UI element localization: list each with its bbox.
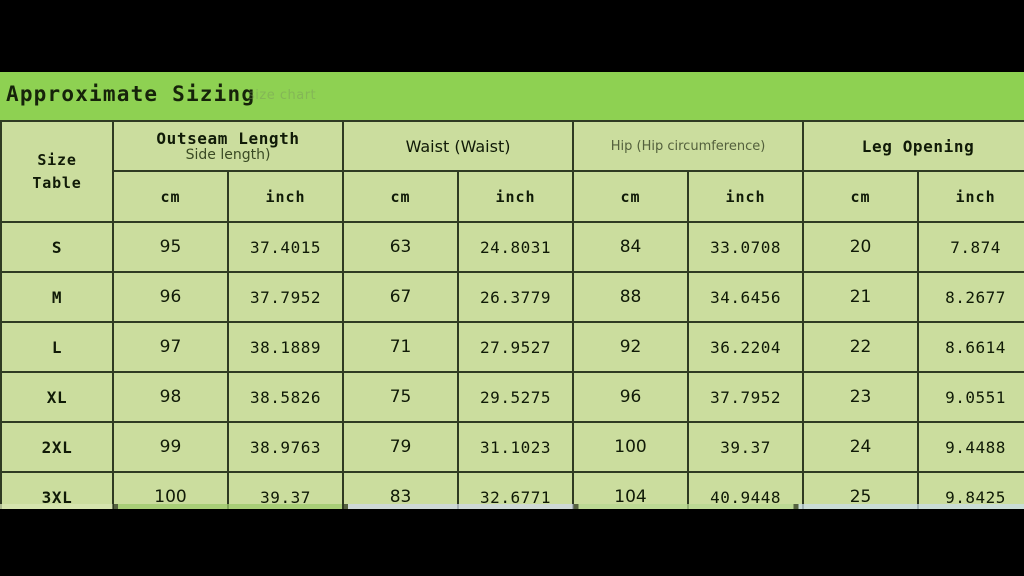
- cell-outseam-cm: 99: [112, 421, 229, 473]
- cell-leg-inch: 8.6614: [917, 321, 1024, 373]
- group-label-leg-opening: Leg Opening: [861, 136, 975, 156]
- group-label-outseam-length: Outseam Length: [156, 129, 300, 148]
- cell-waist-cm: 71: [342, 321, 460, 373]
- cell-waist-inch: 26.3779: [457, 271, 575, 323]
- cell-hip-inch: 37.7952: [687, 371, 805, 423]
- sizing-table: Size Table Outseam Length Side length) W…: [0, 120, 1024, 509]
- cell-hip-cm: 96: [572, 371, 690, 423]
- cell-outseam-cm: 98: [112, 371, 229, 423]
- cell-outseam-inch: 37.4015: [226, 221, 345, 273]
- row-size-label: M: [0, 271, 114, 323]
- cell-hip-inch: 39.37: [687, 421, 805, 473]
- cell-outseam-cm: 96: [112, 271, 229, 323]
- title-watermark-text: size chart: [248, 88, 317, 103]
- cell-waist-cm: 67: [342, 271, 460, 323]
- sizing-chart-image: Approximate Sizing size chart Size Table…: [0, 72, 1024, 509]
- cell-hip-inch: 36.2204: [687, 321, 805, 373]
- column-group-hip: Hip (Hip circumference): [572, 120, 805, 172]
- cell-leg-cm: 23: [802, 371, 920, 423]
- unit-header-outseam-cm: cm: [112, 170, 229, 223]
- cell-waist-inch: 24.8031: [457, 221, 575, 273]
- page-title: Approximate Sizing: [6, 82, 256, 106]
- cell-leg-cm: 25: [802, 471, 920, 509]
- cell-hip-cm: 100: [572, 421, 690, 473]
- unit-header-hip-cm: cm: [572, 170, 690, 223]
- row-size-label: S: [0, 221, 114, 273]
- cell-outseam-cm: 100: [112, 471, 229, 509]
- cell-waist-inch: 31.1023: [457, 421, 575, 473]
- cell-leg-inch: 9.8425: [917, 471, 1024, 509]
- cell-waist-cm: 79: [342, 421, 460, 473]
- cell-outseam-inch: 38.5826: [226, 371, 345, 423]
- cell-leg-cm: 20: [802, 221, 920, 273]
- cell-leg-cm: 21: [802, 271, 920, 323]
- unit-header-leg-inch: inch: [917, 170, 1024, 223]
- table-row: M 96 37.7952 67 26.3779 88 34.6456 21 8.…: [0, 271, 1024, 323]
- size-table-corner-cell: Size Table: [0, 120, 114, 223]
- row-size-label: L: [0, 321, 114, 373]
- cell-leg-inch: 9.0551: [917, 371, 1024, 423]
- row-size-label: 2XL: [0, 421, 114, 473]
- cell-waist-inch: 27.9527: [457, 321, 575, 373]
- column-group-leg-opening: Leg Opening: [802, 120, 1024, 172]
- cell-outseam-cm: 95: [112, 221, 229, 273]
- unit-header-waist-cm: cm: [342, 170, 460, 223]
- unit-header-hip-inch: inch: [687, 170, 805, 223]
- table-row: 2XL 99 38.9763 79 31.1023 100 39.37 24 9…: [0, 421, 1024, 473]
- cell-waist-cm: 83: [342, 471, 460, 509]
- cell-leg-inch: 9.4488: [917, 421, 1024, 473]
- cell-hip-cm: 104: [572, 471, 690, 509]
- corner-label-line1: Size: [37, 151, 77, 169]
- cell-hip-cm: 84: [572, 221, 690, 273]
- group-sublabel-outseam-length: Side length): [185, 147, 271, 163]
- table-header-unit-row: cm inch cm inch cm inch cm inch: [1, 170, 1024, 223]
- cell-hip-cm: 92: [572, 321, 690, 373]
- cell-leg-inch: 7.874: [917, 221, 1024, 273]
- row-size-label: 3XL: [0, 471, 114, 509]
- table-row: 3XL 100 39.37 83 32.6771 104 40.9448 25 …: [0, 471, 1024, 509]
- cell-outseam-inch: 37.7952: [226, 271, 345, 323]
- table-header-group-row: Size Table Outseam Length Side length) W…: [0, 120, 1024, 223]
- cell-waist-inch: 29.5275: [457, 371, 575, 423]
- table-body: S 95 37.4015 63 24.8031 84 33.0708 20 7.…: [0, 221, 1024, 509]
- cell-hip-inch: 33.0708: [687, 221, 805, 273]
- cell-outseam-inch: 38.1889: [226, 321, 345, 373]
- unit-header-waist-inch: inch: [457, 170, 575, 223]
- cell-leg-cm: 24: [802, 421, 920, 473]
- cell-outseam-inch: 39.37: [226, 471, 345, 509]
- cell-hip-inch: 34.6456: [687, 271, 805, 323]
- unit-header-outseam-inch: inch: [226, 170, 345, 223]
- row-size-label: XL: [0, 371, 114, 423]
- cell-leg-cm: 22: [802, 321, 920, 373]
- unit-header-leg-cm: cm: [802, 170, 920, 223]
- column-group-waist: Waist (Waist): [342, 120, 575, 172]
- cell-waist-cm: 75: [342, 371, 460, 423]
- cell-waist-cm: 63: [342, 221, 460, 273]
- group-label-waist: Waist (Waist): [405, 136, 511, 156]
- table-row: L 97 38.1889 71 27.9527 92 36.2204 22 8.…: [0, 321, 1024, 373]
- corner-label-line2: Table: [32, 173, 82, 192]
- chart-title-band: Approximate Sizing size chart: [0, 72, 1024, 120]
- table-row: XL 98 38.5826 75 29.5275 96 37.7952 23 9…: [0, 371, 1024, 423]
- table-row: S 95 37.4015 63 24.8031 84 33.0708 20 7.…: [0, 221, 1024, 273]
- cell-waist-inch: 32.6771: [457, 471, 575, 509]
- cell-outseam-inch: 38.9763: [226, 421, 345, 473]
- cell-hip-cm: 88: [572, 271, 690, 323]
- cell-leg-inch: 8.2677: [917, 271, 1024, 323]
- group-label-hip: Hip (Hip circumference): [610, 138, 766, 154]
- column-group-outseam-length: Outseam Length Side length): [111, 120, 345, 172]
- scan-artifact-strip: [0, 504, 1024, 509]
- cell-outseam-cm: 97: [112, 321, 229, 373]
- cell-hip-inch: 40.9448: [687, 471, 805, 509]
